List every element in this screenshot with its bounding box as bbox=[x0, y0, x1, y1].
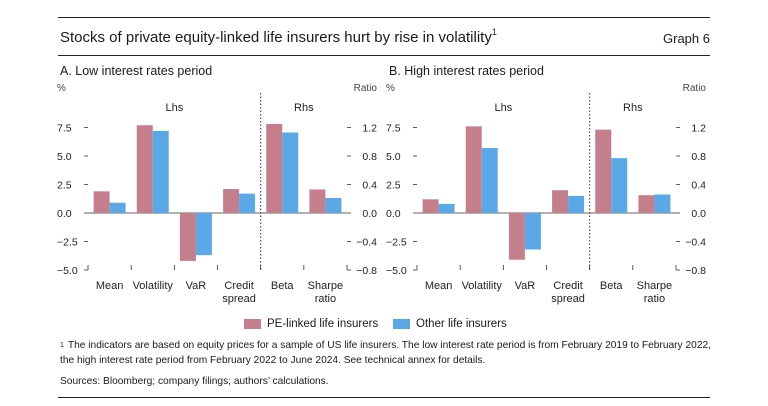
panel-b-bar-pe-linked bbox=[638, 195, 655, 213]
panel-b-category-label: ratio bbox=[644, 293, 665, 305]
panel-b-left-tick-label: 5.0 bbox=[386, 151, 401, 163]
panel-b-category-label: Sharpe bbox=[637, 280, 672, 292]
panel-b-right-tick-label: 0.0 bbox=[691, 208, 706, 220]
panel-a-left-tick-label: 7.5 bbox=[57, 123, 72, 135]
panel-a-left-tick-label: 5.0 bbox=[57, 151, 72, 163]
panel-b-right-tick-label: 0.4 bbox=[691, 180, 706, 192]
panel-a-bar-other bbox=[325, 198, 342, 213]
top-rule bbox=[58, 17, 710, 18]
legend-item-pe-linked: PE-linked life insurers bbox=[244, 318, 378, 330]
panel-b-left-tick-label: 0.0 bbox=[386, 208, 401, 220]
panel-b-category-label: Beta bbox=[600, 280, 624, 292]
panel-a-bar-other bbox=[195, 213, 212, 256]
legend: PE-linked life insurers Other life insur… bbox=[0, 318, 768, 332]
panel-a-left-tick-label: −5.0 bbox=[57, 265, 78, 277]
panel-b-bar-pe-linked bbox=[508, 213, 525, 260]
footnote-marker: 1 bbox=[60, 342, 64, 349]
panel-a-category-label: Sharpe bbox=[308, 280, 343, 292]
panel-b-left-tick-label: −5.0 bbox=[386, 265, 407, 277]
panel-b-bar-pe-linked bbox=[422, 199, 439, 213]
panel-b-right-unit: Ratio bbox=[683, 83, 707, 94]
chart-title: Stocks of private equity-linked life ins… bbox=[60, 27, 497, 46]
panel-a-category-label: spread bbox=[222, 293, 256, 305]
panel-b-bar-other bbox=[481, 148, 498, 213]
panel-a-bar-pe-linked bbox=[93, 191, 110, 213]
panel-b-right-tick-label: −0.8 bbox=[685, 265, 706, 277]
panel-b-bar-other bbox=[654, 194, 671, 213]
legend-label-pe-linked: PE-linked life insurers bbox=[267, 318, 379, 330]
panel-a-section-label-lhs: Lhs bbox=[165, 102, 183, 114]
panel-b-category-label: Credit bbox=[553, 280, 582, 292]
panel-b-bar-pe-linked bbox=[552, 190, 569, 213]
panel-a-right-tick-label: 0.0 bbox=[362, 208, 377, 220]
panel-a-category-label: Mean bbox=[96, 280, 124, 292]
panel-a-category-label: Credit bbox=[224, 280, 253, 292]
panel-a-right-tick-label: −0.8 bbox=[356, 265, 377, 277]
panel-b-category-label: VaR bbox=[515, 280, 536, 292]
panel-a-bar-pe-linked bbox=[266, 123, 283, 213]
graph-number: Graph 6 bbox=[663, 31, 710, 46]
footnote: 1 The indicators are based on equity pric… bbox=[60, 339, 712, 368]
panel-b-bar-other bbox=[524, 213, 541, 250]
bottom-rule bbox=[58, 397, 710, 398]
panel-a-right-tick-label: 0.4 bbox=[362, 180, 377, 192]
panel-a-category-label: VaR bbox=[186, 280, 207, 292]
panel-a-bar-other bbox=[239, 193, 256, 213]
panel-a-title: A. Low interest rates period bbox=[60, 64, 213, 78]
legend-swatch-pe-linked bbox=[244, 319, 261, 329]
panel-a-category-label: ratio bbox=[315, 293, 336, 305]
panel-a-category-label: Beta bbox=[271, 280, 295, 292]
panel-b-left-tick-label: −2.5 bbox=[386, 237, 407, 249]
panel-b-bar-other bbox=[568, 195, 585, 213]
panel-a-right-tick-label: −0.4 bbox=[356, 237, 377, 249]
panel-a-right-tick-label: 0.8 bbox=[362, 151, 377, 163]
panel-a-bar-other bbox=[109, 202, 126, 213]
panel-a-chart: % Ratio 7.5 5.0 2.5 0.0 −2.5 −5.0 1.2 0.8 0.4 0.0 −0… bbox=[57, 83, 378, 305]
panel-a-bar-pe-linked bbox=[179, 213, 196, 261]
footnote-text: The indicators are based on equity price… bbox=[60, 340, 711, 366]
panel-a-right-unit: Ratio bbox=[354, 83, 378, 94]
panel-a-bar-pe-linked bbox=[136, 125, 153, 213]
title-footnote-marker: 1 bbox=[491, 27, 497, 37]
panel-a-right-tick-label: 1.2 bbox=[362, 123, 377, 135]
panel-a-bar-pe-linked bbox=[223, 189, 240, 213]
panel-b-left-tick-label: 2.5 bbox=[386, 180, 401, 192]
panel-b-left-unit: % bbox=[386, 83, 395, 94]
panel-b-left-tick-label: 7.5 bbox=[386, 123, 401, 135]
legend-label-other: Other life insurers bbox=[416, 318, 507, 330]
panel-b-category-label: spread bbox=[551, 293, 585, 305]
panel-b-chart: % Ratio 7.5 5.0 2.5 0.0 −2.5 −5.0 1.2 0.8 0.4 0.0 −0… bbox=[386, 83, 707, 305]
panel-b-section-label-lhs: Lhs bbox=[494, 102, 512, 114]
panel-a-bar-other bbox=[152, 130, 169, 213]
panel-a-left-tick-label: 0.0 bbox=[57, 208, 72, 220]
panel-b-bar-other bbox=[611, 158, 628, 213]
panel-b-right-tick-label: −0.4 bbox=[685, 237, 706, 249]
legend-swatch-other bbox=[393, 319, 410, 329]
panel-b-bar-pe-linked bbox=[595, 129, 612, 213]
legend-item-other: Other life insurers bbox=[393, 318, 507, 330]
panel-b-right-tick-label: 0.8 bbox=[691, 151, 706, 163]
panel-a-section-label-rhs: Rhs bbox=[294, 102, 314, 114]
panel-b-category-label: Volatility bbox=[462, 280, 503, 292]
panel-b-title: B. High interest rates period bbox=[389, 64, 544, 78]
panel-b-category-label: Mean bbox=[425, 280, 453, 292]
panel-a-left-unit: % bbox=[57, 83, 66, 94]
panel-b-right-tick-label: 1.2 bbox=[691, 123, 706, 135]
sources: Sources: Bloomberg; company filings; aut… bbox=[60, 376, 329, 387]
panel-a-category-label: Volatility bbox=[133, 280, 174, 292]
title-rule bbox=[58, 55, 710, 56]
panel-a-left-tick-label: 2.5 bbox=[57, 180, 72, 192]
panel-a-bar-pe-linked bbox=[309, 189, 326, 213]
panel-a-left-tick-label: −2.5 bbox=[57, 237, 78, 249]
panel-b-section-label-rhs: Rhs bbox=[623, 102, 643, 114]
panel-b-bar-other bbox=[438, 203, 455, 213]
panel-b-bar-pe-linked bbox=[465, 126, 482, 213]
panel-a-bar-other bbox=[282, 132, 299, 213]
